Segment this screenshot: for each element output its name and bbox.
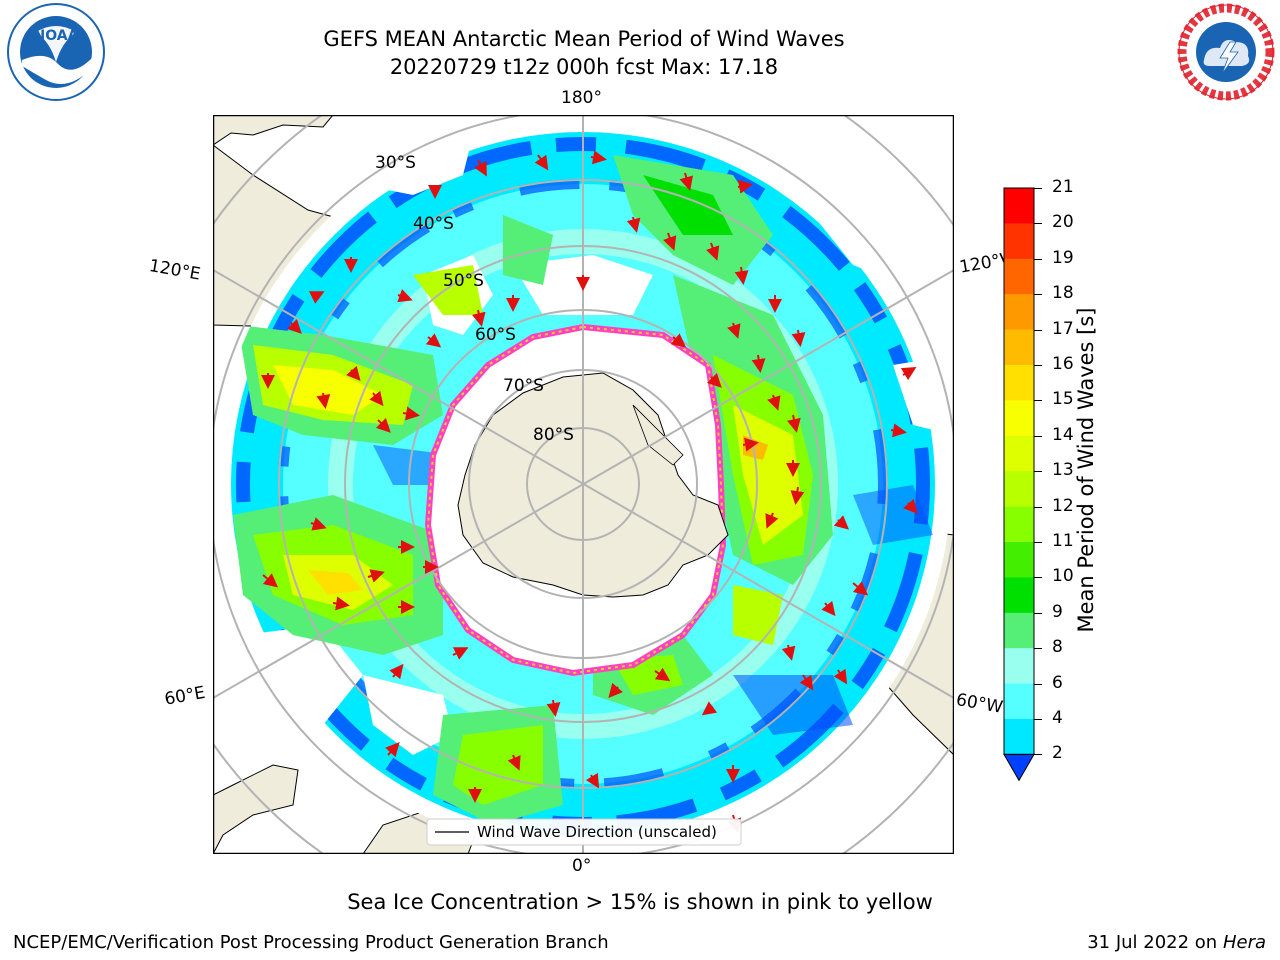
lat-label-80s: 80°S — [533, 425, 574, 445]
colorbar-tick-label: 19 — [1052, 247, 1074, 268]
map-subtitle: 20220729 t12z 000h fcst Max: 17.18 — [389, 55, 779, 79]
lat-label-70s: 70°S — [503, 376, 544, 396]
colorbar-tick-label: 16 — [1052, 354, 1074, 374]
colorbar-tick-mark — [1034, 365, 1042, 366]
colorbar-tick-mark — [1034, 435, 1042, 437]
colorbar-tick-mark — [1034, 683, 1042, 685]
noaa-logo-text: NOAA — [34, 28, 79, 44]
colorbar-tick-label: 11 — [1052, 531, 1074, 551]
lat-label-60s: 60°S — [475, 325, 516, 345]
colorbar-tick-label: 8 — [1052, 637, 1063, 658]
colorbar-tick-label: 20 — [1052, 212, 1074, 233]
colorbar-tick-label: 4 — [1052, 708, 1063, 728]
wind-wave-arrows — [261, 150, 918, 833]
colorbar-tick-mark — [1034, 329, 1042, 331]
colorbar-tick-mark — [1034, 294, 1042, 296]
colorbar-segment — [1004, 577, 1034, 614]
colorbar-tick-label: 14 — [1052, 424, 1074, 445]
colorbar-segment — [1004, 648, 1034, 685]
generation-date: 31 Jul 2022 on Hera — [1087, 932, 1266, 953]
colorbar-tick-mark — [1034, 471, 1042, 473]
colorbar — [1000, 185, 1040, 785]
lat-label-50s: 50°S — [443, 271, 484, 291]
lat-label-40s: 40°S — [413, 214, 454, 234]
colorbar-segment — [1004, 365, 1034, 401]
colorbar-segment — [1004, 471, 1034, 508]
nws-logo — [1176, 2, 1276, 102]
lon-label-180: 180° — [561, 88, 602, 108]
colorbar-tick-label: 15 — [1052, 389, 1074, 410]
polar-map: 30°S 40°S 50°S 60°S 70°S 80°S Wind Wave … — [213, 115, 954, 854]
colorbar-tick-label: 6 — [1052, 672, 1063, 693]
legend-label: Wind Wave Direction (unscaled) — [477, 823, 717, 841]
colorbar-tick-label: 13 — [1052, 460, 1074, 481]
colorbar-tick-mark — [1034, 223, 1042, 225]
colorbar-tick-mark — [1034, 754, 1042, 756]
sea-ice-note: Sea Ice Concentration > 15% is shown in … — [347, 890, 933, 914]
colorbar-tick-label: 2 — [1052, 743, 1063, 764]
colorbar-segment — [1004, 719, 1034, 755]
map-legend: Wind Wave Direction (unscaled) — [426, 818, 742, 846]
map-frame — [213, 115, 954, 854]
noaa-logo: NOAA — [6, 2, 106, 102]
colorbar-segment — [1004, 435, 1034, 472]
colorbar-tick-label: 10 — [1052, 566, 1074, 587]
colorbar-segment — [1004, 223, 1034, 260]
colorbar-extend-arrow — [1003, 753, 1035, 782]
map-title: GEFS MEAN Antarctic Mean Period of Wind … — [323, 27, 845, 51]
lon-label-120e: 120°E — [147, 256, 202, 285]
colorbar-segment — [1004, 542, 1034, 578]
colorbar-tick-mark — [1034, 188, 1042, 189]
colorbar-tick-mark — [1034, 577, 1042, 579]
colorbar-segment — [1004, 188, 1034, 224]
colorbar-segment — [1004, 612, 1034, 649]
producer-credit: NCEP/EMC/Verification Post Processing Pr… — [13, 932, 609, 953]
colorbar-segment — [1004, 258, 1034, 295]
colorbar-tick-mark — [1034, 719, 1042, 720]
lat-label-30s: 30°S — [375, 153, 416, 173]
colorbar-tick-mark — [1034, 506, 1042, 508]
colorbar-tick-label: 17 — [1052, 318, 1074, 339]
colorbar-tick-mark — [1034, 648, 1042, 650]
lon-label-0: 0° — [572, 856, 592, 876]
lon-label-60w: 60°W — [954, 690, 1005, 718]
colorbar-tick-label: 9 — [1052, 601, 1063, 622]
colorbar-tick-mark — [1034, 400, 1042, 402]
colorbar-tick-mark — [1034, 612, 1042, 614]
colorbar-label: Mean Period of Wind Waves [s] — [1074, 307, 1098, 633]
generation-date-text: 31 Jul 2022 on — [1087, 932, 1218, 953]
colorbar-segment — [1004, 329, 1034, 366]
lon-label-60e: 60°E — [163, 682, 207, 710]
colorbar-segment — [1004, 294, 1034, 331]
colorbar-segment — [1004, 506, 1034, 543]
colorbar-tick-label: 21 — [1052, 177, 1074, 197]
host-name: Hera — [1222, 932, 1266, 953]
colorbar-segment — [1004, 400, 1034, 437]
colorbar-tick-mark — [1034, 542, 1042, 543]
colorbar-segment — [1004, 683, 1034, 720]
colorbar-tick-mark — [1034, 258, 1042, 260]
colorbar-tick-label: 18 — [1052, 283, 1074, 304]
graticule — [213, 115, 954, 854]
colorbar-tick-label: 12 — [1052, 495, 1074, 516]
